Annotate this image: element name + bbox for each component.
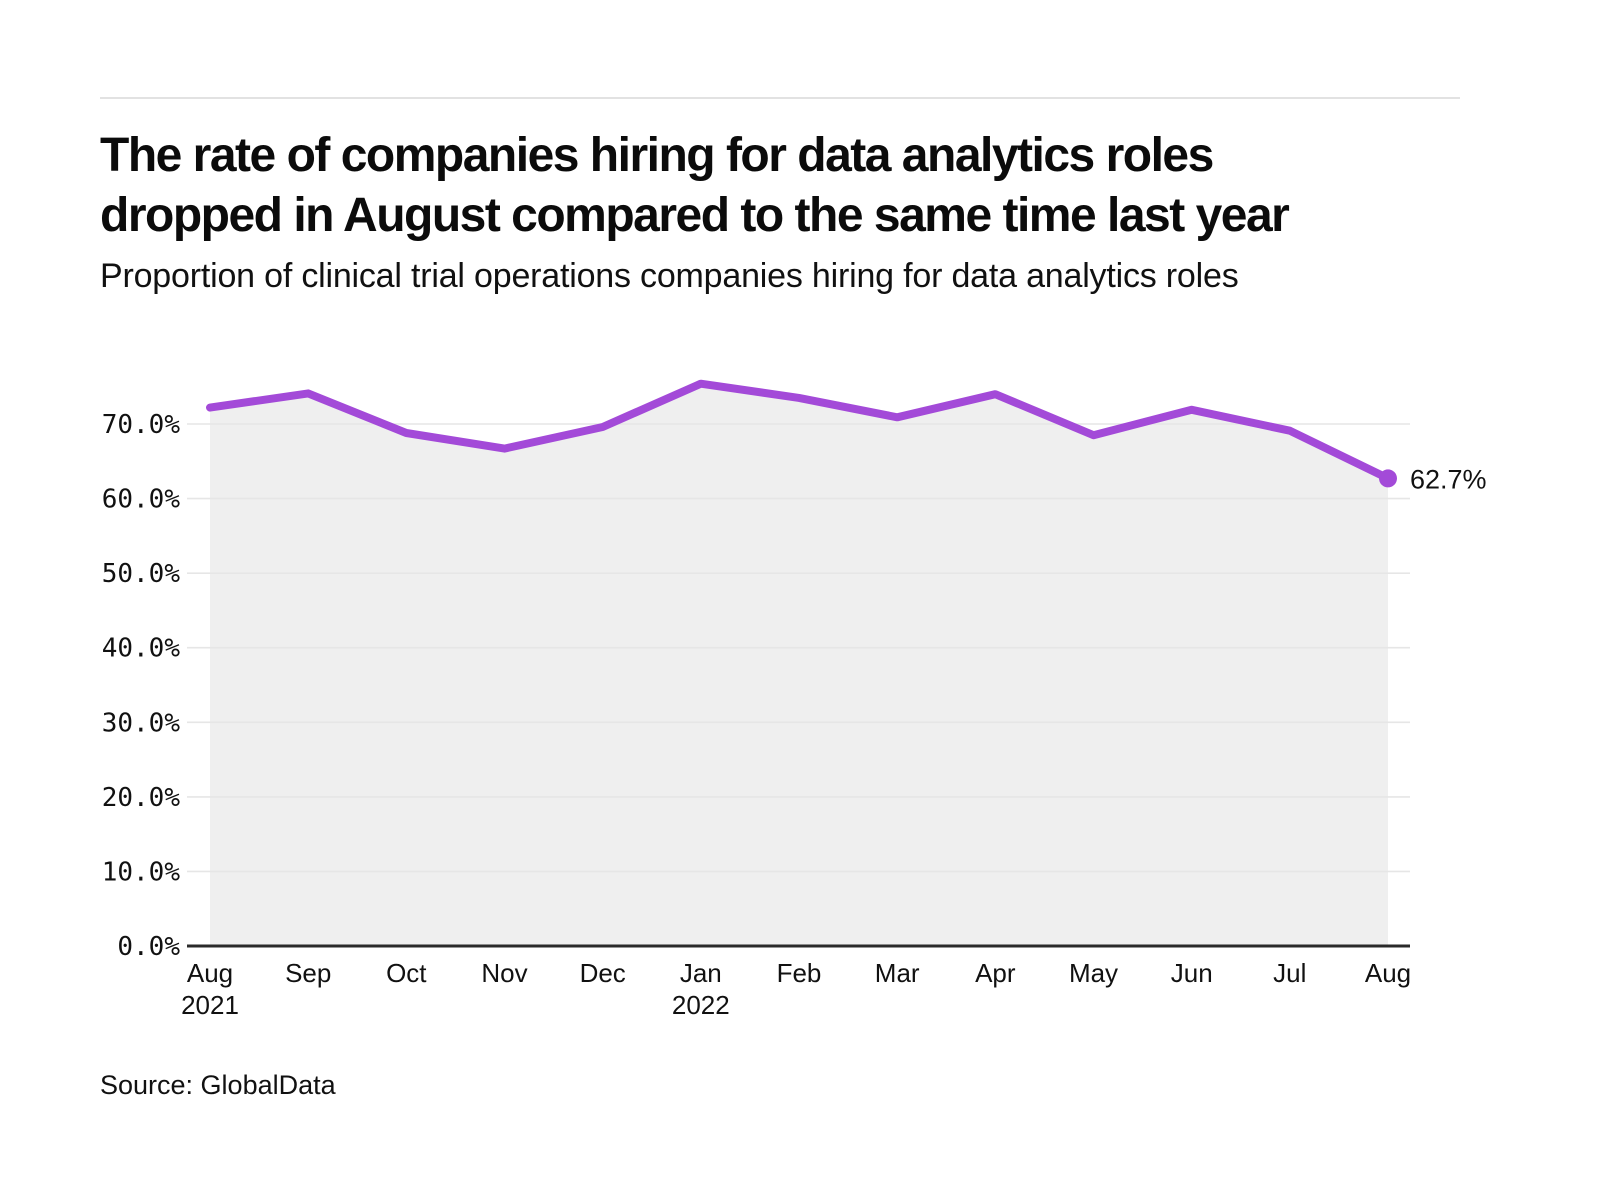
- y-tick-label: 40.0%: [102, 634, 181, 664]
- x-tick-year-label: 2021: [181, 990, 239, 1020]
- x-tick-month-label: Jul: [1273, 958, 1306, 988]
- x-tick-month-label: May: [1069, 958, 1118, 988]
- x-tick-year-label: 2022: [672, 990, 730, 1020]
- series-line: [206, 379, 1392, 483]
- x-tick-month-label: Jun: [1171, 958, 1213, 988]
- x-tick-month-label: Nov: [481, 958, 527, 988]
- end-value-label: 62.7%: [1410, 464, 1487, 494]
- top-divider: [100, 97, 1460, 99]
- y-tick-label: 0.0%: [117, 932, 180, 962]
- x-tick-month-label: Apr: [975, 958, 1016, 988]
- x-tick-month-label: Sep: [285, 958, 331, 988]
- y-tick-label: 30.0%: [102, 708, 181, 738]
- x-tick-month-label: Dec: [580, 958, 626, 988]
- x-tick-month-label: Aug: [1365, 958, 1411, 988]
- x-tick-month-label: Feb: [777, 958, 822, 988]
- source-label: Source: GlobalData: [100, 1070, 336, 1100]
- x-tick-month-label: Mar: [875, 958, 920, 988]
- page-title-line-2: dropped in August compared to the same t…: [100, 189, 1290, 242]
- x-tick-month-label: Oct: [386, 958, 427, 988]
- chart-subtitle: Proportion of clinical trial operations …: [100, 257, 1239, 295]
- page-title: The rate of companies hiring for data an…: [100, 126, 1500, 246]
- series-area: [210, 383, 1388, 946]
- y-tick-label: 10.0%: [102, 857, 181, 887]
- end-point-dot: [1379, 469, 1397, 488]
- y-tick-label: 60.0%: [102, 485, 181, 515]
- y-tick-label: 20.0%: [102, 783, 181, 813]
- page-title-line-1: The rate of companies hiring for data an…: [100, 129, 1214, 182]
- x-tick-month-label: Jan: [680, 958, 722, 988]
- x-tick-month-label: Aug: [187, 958, 233, 988]
- y-tick-label: 50.0%: [102, 559, 181, 589]
- y-tick-label: 70.0%: [102, 410, 181, 440]
